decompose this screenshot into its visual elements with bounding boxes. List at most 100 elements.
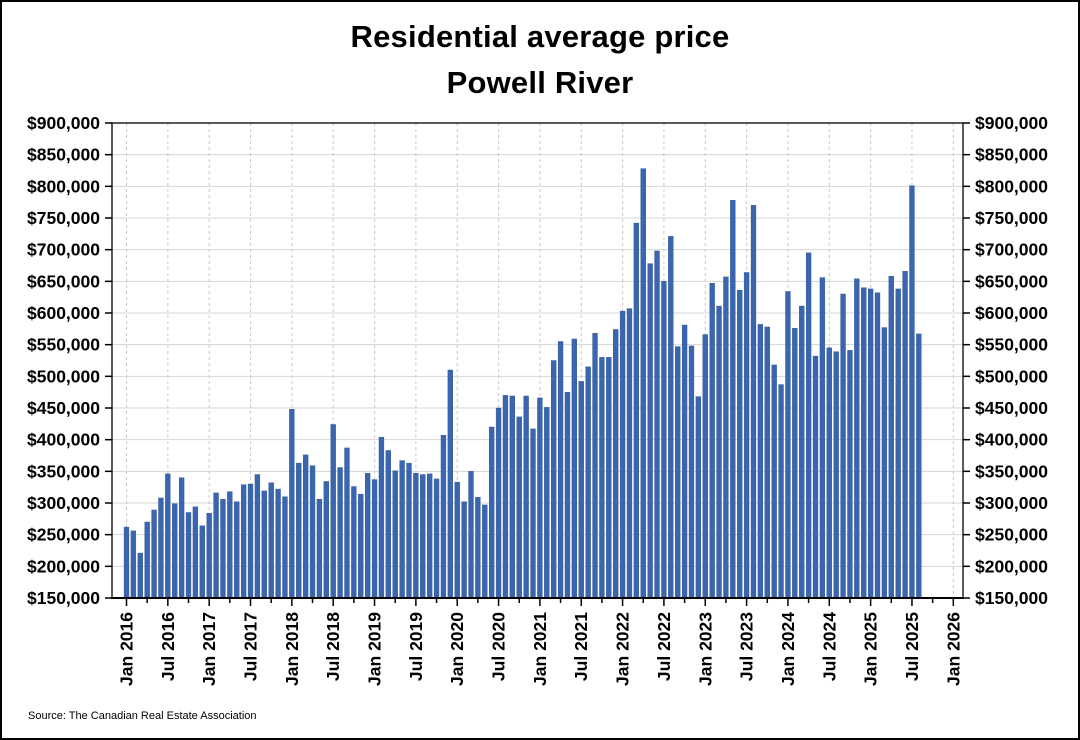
bar <box>234 501 240 599</box>
bar <box>351 486 357 599</box>
bar <box>489 426 495 599</box>
bar <box>516 416 522 599</box>
x-axis-label: Jan 2026 <box>943 612 963 686</box>
x-axis-label: Jul 2019 <box>406 612 426 681</box>
bar <box>640 168 646 599</box>
y-axis-label-left: $350,000 <box>27 461 100 481</box>
bar <box>144 521 150 599</box>
bar <box>523 395 529 599</box>
bar <box>654 250 660 599</box>
bar <box>537 397 543 599</box>
x-axis-label: Jul 2020 <box>489 612 509 681</box>
bar <box>544 407 550 599</box>
y-axis-label-left: $300,000 <box>27 493 100 513</box>
bar <box>571 338 578 599</box>
bar <box>764 326 770 599</box>
x-axis-label: Jan 2021 <box>530 612 550 686</box>
bar <box>275 488 281 599</box>
bar <box>254 474 261 599</box>
bar <box>909 185 915 599</box>
bar <box>413 473 419 599</box>
y-axis-label-right: $500,000 <box>975 366 1048 386</box>
bar <box>158 497 164 599</box>
bar <box>420 474 426 599</box>
x-axis-label: Jul 2025 <box>902 612 922 681</box>
y-axis-label-left: $800,000 <box>27 176 100 196</box>
bar <box>551 360 557 599</box>
y-axis-label-left: $150,000 <box>27 588 100 608</box>
bar <box>427 473 433 599</box>
bar <box>406 462 412 599</box>
x-axis-label: Jan 2022 <box>613 612 633 686</box>
bar <box>309 465 316 599</box>
bar <box>371 479 378 599</box>
y-axis-label-right: $300,000 <box>975 493 1048 513</box>
bar <box>916 333 922 599</box>
source-attribution: Source: The Canadian Real Estate Associa… <box>28 710 257 722</box>
bar <box>192 506 199 599</box>
y-axis-label-right: $400,000 <box>975 430 1048 450</box>
y-axis-label-left: $750,000 <box>27 208 100 228</box>
bar <box>316 499 323 599</box>
y-axis-label-left: $450,000 <box>27 398 100 418</box>
x-axis-label: Jul 2017 <box>241 612 261 681</box>
bar <box>213 492 219 599</box>
y-axis-label-left: $650,000 <box>27 271 100 291</box>
bar <box>585 366 591 599</box>
bar <box>482 504 488 599</box>
bar <box>564 391 571 599</box>
bar <box>716 305 722 599</box>
bar <box>530 428 536 599</box>
bar <box>137 552 143 599</box>
bar <box>172 503 178 599</box>
bar <box>123 526 130 599</box>
chart-title: Residential average price Powell River <box>2 14 1078 106</box>
y-axis-label-right: $650,000 <box>975 271 1048 291</box>
bar <box>743 272 750 599</box>
y-axis-label-right: $150,000 <box>975 588 1048 608</box>
bar <box>819 277 826 599</box>
x-axis-label: Jan 2018 <box>282 612 302 686</box>
x-axis-label: Jul 2021 <box>571 612 591 681</box>
bar <box>702 334 708 599</box>
bar <box>220 499 226 599</box>
bar <box>130 530 137 599</box>
bar <box>668 236 674 599</box>
bar <box>805 252 812 599</box>
y-axis-label-right: $450,000 <box>975 398 1048 418</box>
bar <box>881 327 888 599</box>
bar <box>812 355 819 599</box>
bar <box>227 491 233 599</box>
bar <box>613 329 619 599</box>
bar <box>440 435 447 599</box>
bar <box>268 482 274 599</box>
bar <box>240 484 247 599</box>
bar <box>330 424 336 599</box>
bar <box>296 462 302 599</box>
bar <box>461 501 467 599</box>
bar <box>185 512 192 599</box>
y-axis-label-left: $550,000 <box>27 335 100 355</box>
y-axis-label-left: $400,000 <box>27 430 100 450</box>
y-axis-label-right: $850,000 <box>975 145 1048 165</box>
bar <box>895 288 901 599</box>
bar <box>385 450 391 599</box>
bar <box>785 291 791 599</box>
y-axis-label-left: $250,000 <box>27 525 100 545</box>
bar <box>289 409 295 599</box>
x-axis-label: Jan 2019 <box>365 612 385 686</box>
y-axis-label-right: $800,000 <box>975 176 1048 196</box>
x-axis-label: Jul 2022 <box>654 612 674 681</box>
bar <box>378 436 385 599</box>
bar <box>199 525 205 599</box>
bar <box>799 305 805 599</box>
y-axis-label-right: $750,000 <box>975 208 1048 228</box>
bar <box>165 473 171 599</box>
chart-title-line1: Residential average price <box>350 19 730 54</box>
bar <box>151 509 157 599</box>
bar <box>606 357 612 599</box>
y-axis-label-left: $900,000 <box>27 113 100 133</box>
bar <box>592 333 598 599</box>
